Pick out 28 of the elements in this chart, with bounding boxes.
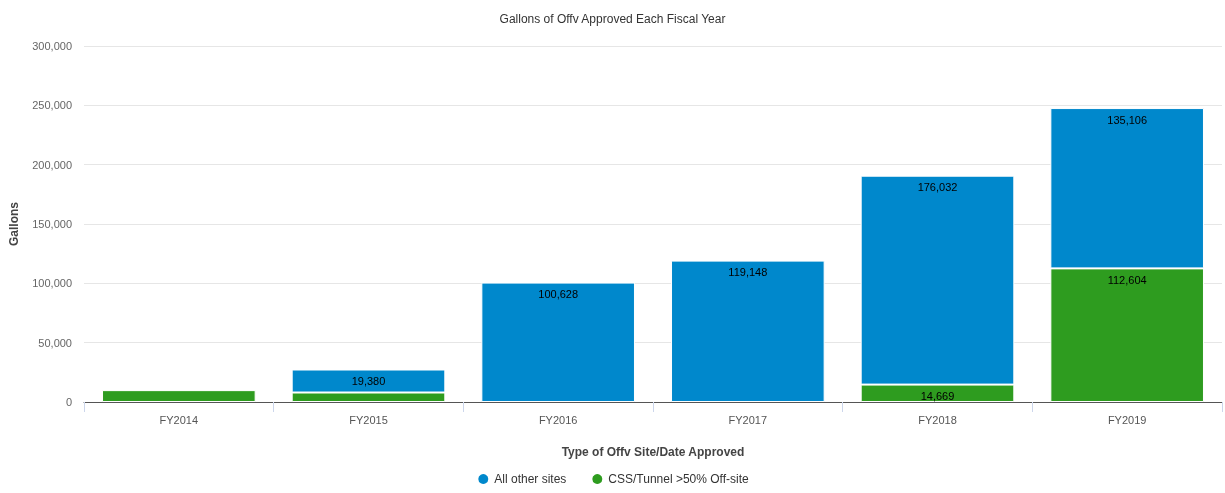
y-tick-label: 100,000: [32, 277, 72, 290]
x-tick-label: FY2015: [349, 413, 388, 426]
y-tick-label: 0: [65, 396, 72, 408]
y-tick-label: 150,000: [32, 218, 72, 230]
chart-title: Gallons of Offv Approved Each Fiscal Year: [499, 12, 726, 26]
bar: [102, 390, 256, 402]
x-tick-label: FY2014: [159, 413, 199, 426]
legend-label: CSS/Tunnel >50% Off-site: [608, 472, 750, 486]
data-label: 100,628: [538, 288, 579, 301]
bar: [671, 260, 825, 402]
data-label: 135,106: [1107, 113, 1148, 126]
x-tick-label: FY2018: [918, 413, 957, 426]
data-label: 119,148: [728, 266, 768, 279]
data-label: 112,604: [1107, 273, 1147, 286]
legend-label: All other sites: [494, 472, 567, 486]
data-label: 176,032: [917, 181, 958, 194]
x-tick-label: FY2016: [538, 413, 578, 426]
y-axis-title: Gallons: [7, 201, 21, 247]
data-label: 19,380: [351, 375, 386, 388]
x-axis-title: Type of Offv Site/Date Approved: [561, 445, 745, 459]
x-tick-label: FY2019: [1107, 413, 1147, 426]
y-tick-label: 250,000: [32, 99, 72, 112]
y-tick-label: 50,000: [38, 336, 72, 349]
y-tick-label: 300,000: [32, 40, 72, 52]
bar: [481, 282, 635, 402]
x-tick-label: FY2017: [728, 413, 768, 426]
y-tick-label: 200,000: [32, 158, 72, 171]
data-label: 14,669: [920, 390, 955, 403]
